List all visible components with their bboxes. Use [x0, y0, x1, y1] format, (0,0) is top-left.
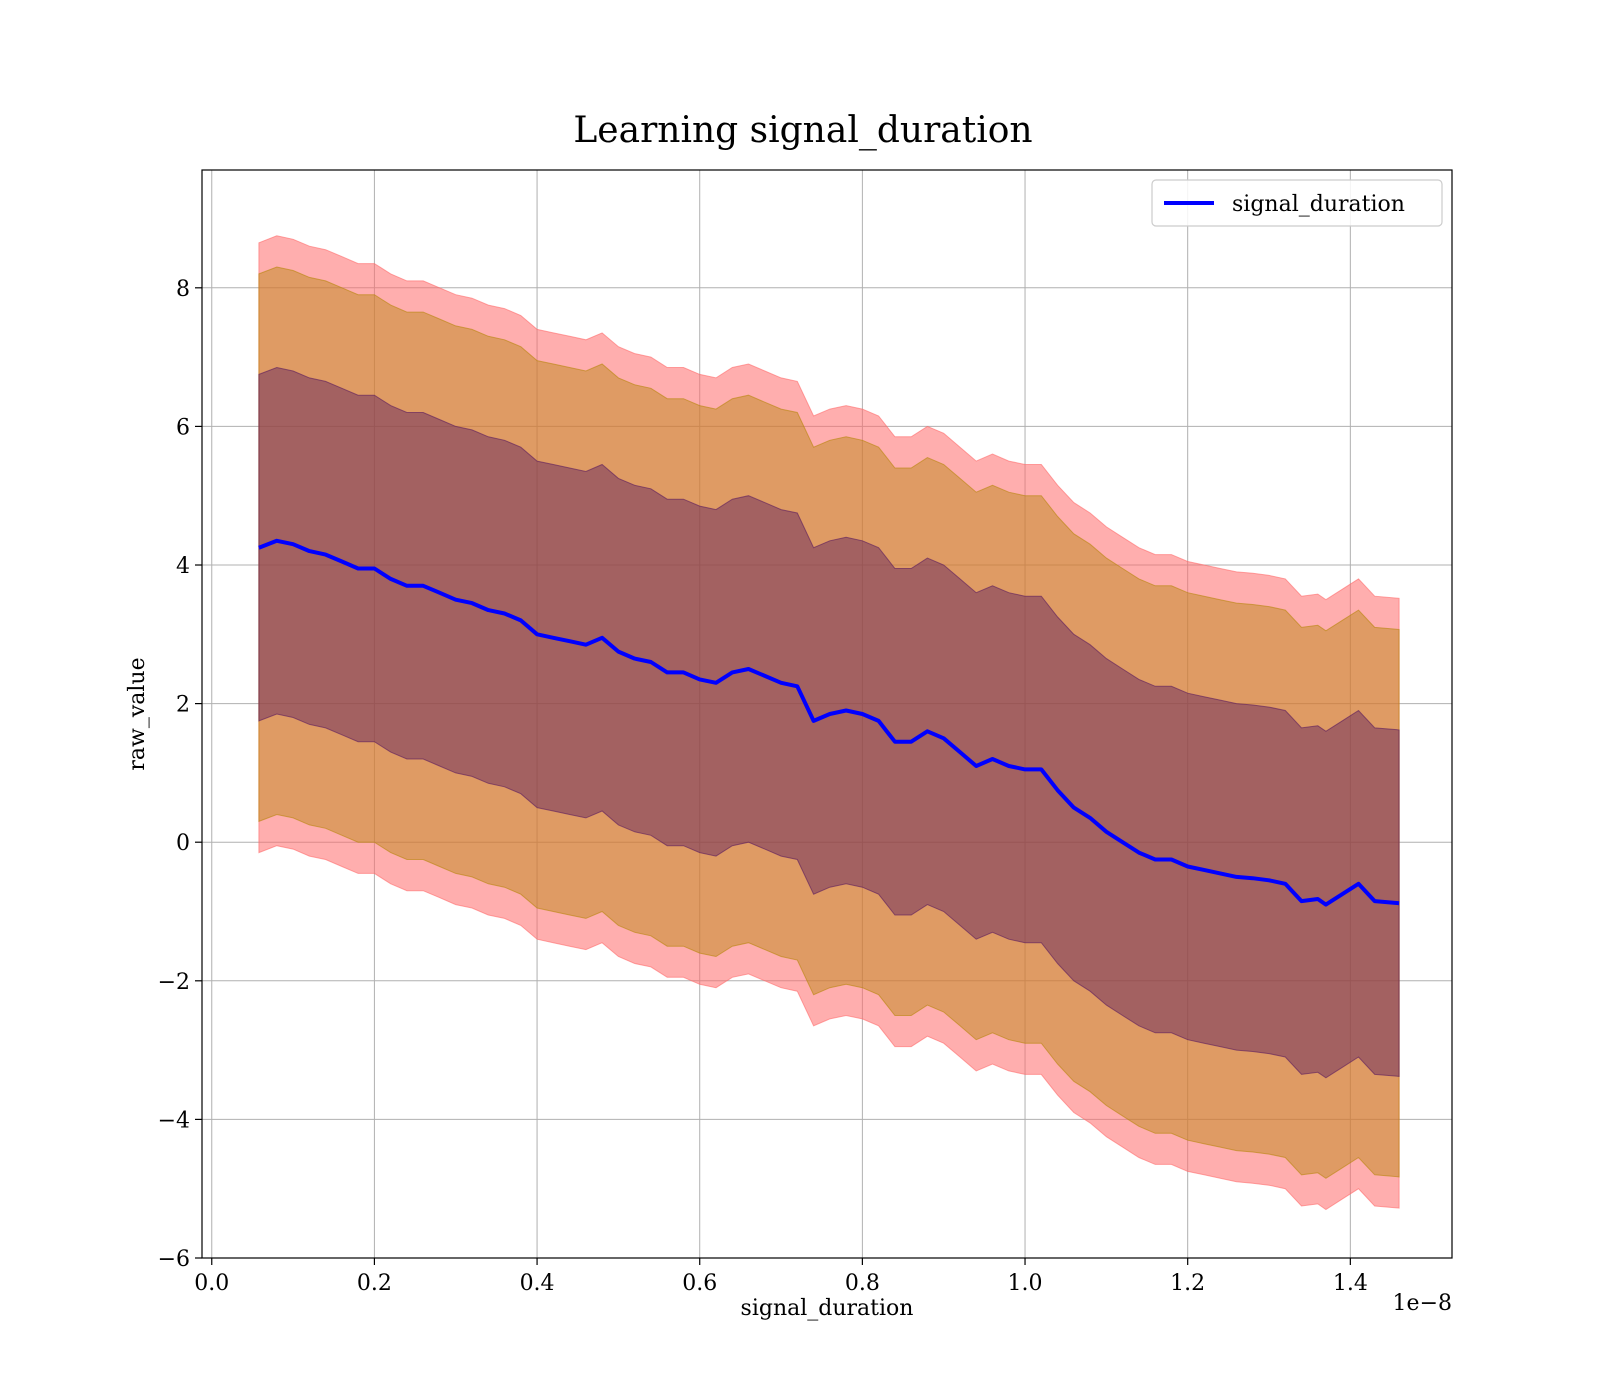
legend: signal_duration — [1151, 179, 1443, 227]
y-tick-label: −6 — [158, 1247, 190, 1272]
chart-title: Learning signal_duration — [573, 110, 1032, 151]
band-inner — [258, 366, 1400, 1079]
legend-box — [1151, 179, 1443, 227]
y-tick-label: 4 — [176, 554, 190, 579]
series-line-signal_duration — [258, 538, 1400, 907]
x-axis-label: signal_duration — [741, 1296, 914, 1321]
x-offset-label: 1e−8 — [1393, 1291, 1452, 1316]
x-tick-label: 1.4 — [1333, 1271, 1368, 1296]
band-outer — [258, 235, 1400, 1211]
x-tick-label: 1.2 — [1170, 1271, 1205, 1296]
plot-frame — [201, 169, 1453, 1259]
y-tick-label: −2 — [158, 970, 190, 995]
y-tick-label: 2 — [176, 693, 190, 718]
x-tick-label: 0.4 — [520, 1271, 555, 1296]
y-tick-label: −4 — [158, 1108, 190, 1133]
y-tick-label: 8 — [176, 277, 190, 302]
x-tick-label: 0.0 — [194, 1271, 229, 1296]
band-middle — [258, 266, 1400, 1179]
y-axis-label: raw_value — [125, 657, 150, 770]
legend-entry: signal_duration — [1232, 192, 1405, 217]
y-tick-label: 0 — [176, 831, 190, 856]
x-tick-label: 1.0 — [1008, 1271, 1043, 1296]
plot-area — [202, 170, 1452, 1259]
x-tick-label: 0.2 — [357, 1271, 392, 1296]
x-tick-label: 0.8 — [845, 1271, 880, 1296]
x-tick-label: 0.6 — [682, 1271, 717, 1296]
y-tick-label: 6 — [176, 415, 190, 440]
